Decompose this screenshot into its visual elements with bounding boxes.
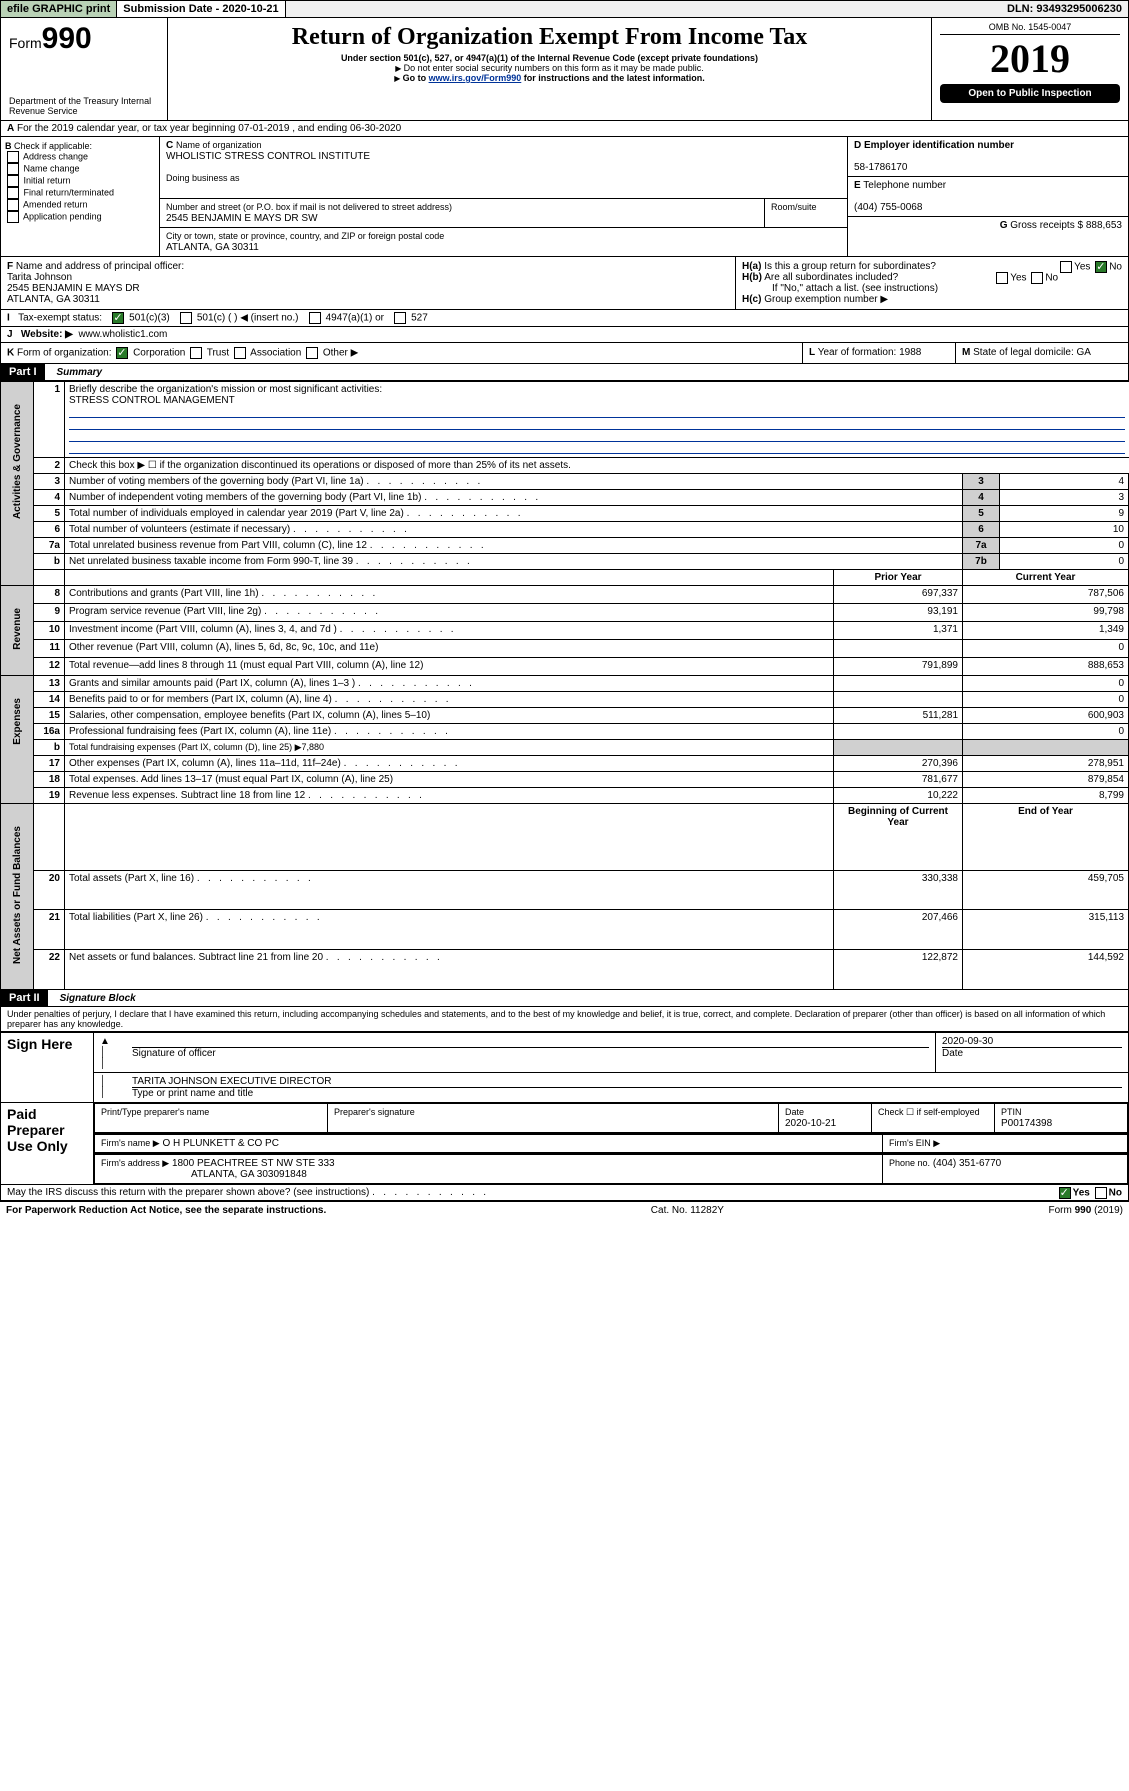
room-lbl: Room/suite (771, 202, 817, 212)
line-a: A For the 2019 calendar year, or tax yea… (0, 121, 1129, 137)
self-employed-chk: Check ☐ if self-employed (872, 1103, 995, 1132)
hc-text: Group exemption number ▶ (764, 294, 888, 305)
chk-amended: Amended return (23, 199, 88, 209)
signature-table: Sign Here ▲││ Signature of officer 2020-… (0, 1032, 1129, 1185)
side-expenses: Expenses (12, 678, 23, 765)
tax-year: 2019 (940, 35, 1120, 82)
q2: Check this box ▶ ☐ if the organization d… (65, 458, 1129, 474)
top-bar: efile GRAPHIC print Submission Date - 20… (0, 0, 1129, 18)
open-public: Open to Public Inspection (940, 84, 1120, 103)
ptin: P00174398 (1001, 1118, 1052, 1129)
ein: 58-1786170 (854, 162, 907, 173)
chk-final: Final return/terminated (24, 187, 115, 197)
ein-lbl: Employer identification number (864, 140, 1014, 151)
form-title: Return of Organization Exempt From Incom… (176, 24, 923, 51)
website: www.wholistic1.com (78, 329, 167, 340)
officer-printed: TARITA JOHNSON EXECUTIVE DIRECTOR (132, 1076, 331, 1087)
dba-lbl: Doing business as (166, 173, 240, 183)
officer-name: Tarita Johnson (7, 272, 72, 283)
section-bcde: B Check if applicable: Address change Na… (0, 137, 1129, 257)
firm-ein-lbl: Firm's EIN ▶ (889, 1138, 940, 1148)
b-header: Check if applicable: (14, 141, 92, 151)
submission-date: Submission Date - 2020-10-21 (117, 1, 285, 17)
section-fgh: F Name and address of principal officer:… (0, 257, 1129, 310)
addr-lbl: Number and street (or P.O. box if mail i… (166, 202, 452, 212)
city-lbl: City or town, state or province, country… (166, 231, 444, 241)
line-j: J Website: ▶ www.wholistic1.com (0, 327, 1129, 343)
line-klm: K Form of organization: Corporation Trus… (0, 343, 1129, 364)
part1-header: Part ISummary (0, 364, 1129, 381)
dept-treasury: Department of the Treasury Internal Reve… (9, 96, 159, 116)
part1-table: Activities & Governance 1 Briefly descri… (0, 381, 1129, 990)
officer-addr2: ATLANTA, GA 30311 (7, 294, 100, 305)
phone: (404) 755-0068 (854, 202, 922, 213)
part2-header: Part IISignature Block (0, 990, 1129, 1007)
side-revenue: Revenue (12, 588, 23, 670)
omb-no: OMB No. 1545-0047 (940, 22, 1120, 35)
c-name-lbl: Name of organization (176, 140, 262, 150)
firm-city: ATLANTA, GA 303091848 (191, 1169, 307, 1180)
gross-lbl: Gross receipts $ (1010, 220, 1083, 231)
gross-receipts: 888,653 (1086, 220, 1122, 231)
efile-label: efile GRAPHIC print (1, 1, 117, 17)
chk-pending: Application pending (23, 211, 102, 221)
org-address: 2545 BENJAMIN E MAYS DR SW (166, 213, 318, 224)
prep-date: 2020-10-21 (785, 1118, 836, 1129)
page-footer: For Paperwork Reduction Act Notice, see … (0, 1201, 1129, 1219)
subtitle-1: Under section 501(c), 527, or 4947(a)(1)… (176, 53, 923, 63)
mission: STRESS CONTROL MANAGEMENT (69, 395, 235, 406)
q1: Briefly describe the organization's miss… (69, 384, 382, 395)
subtitle-3: Go to www.irs.gov/Form990 for instructio… (176, 73, 923, 83)
sign-here: Sign Here (1, 1032, 94, 1102)
chk-address: Address change (23, 151, 88, 161)
officer-lbl: Name and address of principal officer: (16, 261, 184, 272)
firm-addr: 1800 PEACHTREE ST NW STE 333 (172, 1158, 335, 1169)
irs-link[interactable]: www.irs.gov/Form990 (429, 73, 522, 83)
line-i: I Tax-exempt status: 501(c)(3) 501(c) ( … (0, 310, 1129, 327)
sig-date: 2020-09-30 (942, 1036, 993, 1047)
org-name: WHOLISTIC STRESS CONTROL INSTITUTE (166, 151, 370, 162)
form-header: Form990 Department of the Treasury Inter… (0, 18, 1129, 121)
hb-note: If "No," attach a list. (see instruction… (772, 283, 938, 294)
ha-text: Is this a group return for subordinates? (764, 261, 936, 272)
firm-name: O H PLUNKETT & CO PC (162, 1138, 279, 1149)
paid-preparer: Paid Preparer Use Only (1, 1102, 94, 1184)
discuss-row: May the IRS discuss this return with the… (0, 1185, 1129, 1201)
form-number: Form990 (9, 22, 159, 56)
org-city: ATLANTA, GA 30311 (166, 242, 259, 253)
phone-lbl: Telephone number (863, 180, 946, 191)
chk-initial: Initial return (24, 175, 71, 185)
hb-text: Are all subordinates included? (764, 272, 898, 283)
side-net: Net Assets or Fund Balances (12, 806, 23, 984)
subtitle-2: Do not enter social security numbers on … (176, 63, 923, 73)
firm-phone: (404) 351-6770 (933, 1158, 1001, 1169)
perjury-decl: Under penalties of perjury, I declare th… (0, 1007, 1129, 1032)
side-governance: Activities & Governance (12, 384, 23, 539)
chk-name: Name change (24, 163, 80, 173)
dln: DLN: 93493295006230 (1001, 1, 1128, 17)
officer-addr1: 2545 BENJAMIN E MAYS DR (7, 283, 140, 294)
sig-officer-lbl: Signature of officer (132, 1047, 929, 1059)
